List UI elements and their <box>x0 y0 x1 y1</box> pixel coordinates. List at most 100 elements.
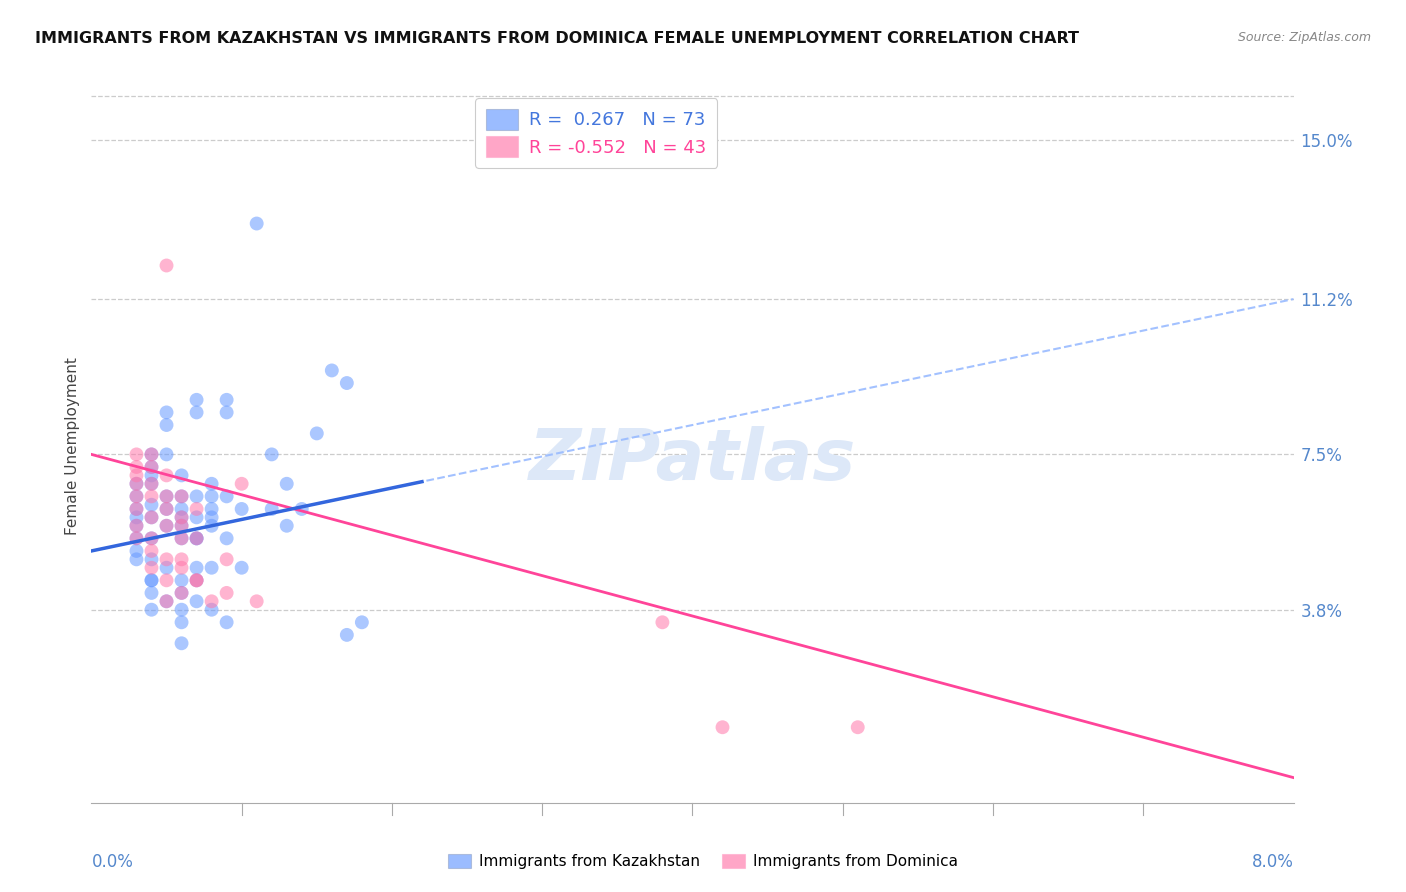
Legend: R =  0.267   N = 73, R = -0.552   N = 43: R = 0.267 N = 73, R = -0.552 N = 43 <box>475 98 717 168</box>
Point <box>186 392 208 407</box>
Point <box>276 476 298 491</box>
Point <box>141 510 163 524</box>
Point <box>125 502 148 516</box>
Point <box>846 720 869 734</box>
Text: ZIPatlas: ZIPatlas <box>529 425 856 495</box>
Point <box>141 489 163 503</box>
Point <box>215 392 238 407</box>
Point <box>215 489 238 503</box>
Point <box>186 405 208 419</box>
Point <box>170 603 193 617</box>
Text: IMMIGRANTS FROM KAZAKHSTAN VS IMMIGRANTS FROM DOMINICA FEMALE UNEMPLOYMENT CORRE: IMMIGRANTS FROM KAZAKHSTAN VS IMMIGRANTS… <box>35 31 1080 46</box>
Point <box>141 498 163 512</box>
Point <box>170 518 193 533</box>
Point <box>170 532 193 546</box>
Point <box>155 518 177 533</box>
Point <box>246 594 269 608</box>
Point <box>201 502 224 516</box>
Point <box>141 447 163 461</box>
Text: 0.0%: 0.0% <box>91 853 134 871</box>
Point <box>170 552 193 566</box>
Point <box>125 460 148 475</box>
Point <box>155 489 177 503</box>
Point <box>141 586 163 600</box>
Point <box>215 532 238 546</box>
Point <box>231 476 253 491</box>
Point <box>141 544 163 558</box>
Point <box>170 518 193 533</box>
Point <box>141 447 163 461</box>
Point <box>651 615 673 630</box>
Text: Source: ZipAtlas.com: Source: ZipAtlas.com <box>1237 31 1371 45</box>
Point <box>260 502 283 516</box>
Point <box>336 376 359 390</box>
Point <box>141 460 163 475</box>
Point <box>155 552 177 566</box>
Point <box>170 468 193 483</box>
Point <box>125 532 148 546</box>
Y-axis label: Female Unemployment: Female Unemployment <box>65 357 80 535</box>
Point <box>141 552 163 566</box>
Point <box>231 502 253 516</box>
Point <box>141 460 163 475</box>
Point <box>201 489 224 503</box>
Point <box>201 510 224 524</box>
Point <box>141 476 163 491</box>
Point <box>186 560 208 574</box>
Point <box>201 560 224 574</box>
Point <box>350 615 373 630</box>
Point <box>125 502 148 516</box>
Point <box>155 489 177 503</box>
Point <box>170 586 193 600</box>
Point <box>231 560 253 574</box>
Point <box>215 552 238 566</box>
Point <box>125 544 148 558</box>
Point <box>155 594 177 608</box>
Point <box>246 217 269 231</box>
Point <box>141 510 163 524</box>
Point <box>155 502 177 516</box>
Point <box>141 574 163 588</box>
Point <box>215 586 238 600</box>
Point <box>186 502 208 516</box>
Point <box>125 489 148 503</box>
Point <box>125 447 148 461</box>
Point <box>170 510 193 524</box>
Point <box>155 468 177 483</box>
Point <box>141 532 163 546</box>
Point <box>170 636 193 650</box>
Point <box>125 518 148 533</box>
Text: 8.0%: 8.0% <box>1251 853 1294 871</box>
Point <box>155 574 177 588</box>
Point <box>170 560 193 574</box>
Point <box>276 518 298 533</box>
Point <box>155 259 177 273</box>
Point <box>186 532 208 546</box>
Point <box>155 502 177 516</box>
Point <box>170 586 193 600</box>
Point <box>186 510 208 524</box>
Point <box>170 510 193 524</box>
Point <box>125 468 148 483</box>
Point <box>321 363 343 377</box>
Point <box>141 468 163 483</box>
Point <box>155 518 177 533</box>
Legend: Immigrants from Kazakhstan, Immigrants from Dominica: Immigrants from Kazakhstan, Immigrants f… <box>441 848 965 875</box>
Point <box>170 489 193 503</box>
Point <box>215 405 238 419</box>
Point <box>336 628 359 642</box>
Point <box>155 447 177 461</box>
Point <box>155 560 177 574</box>
Point <box>141 532 163 546</box>
Point <box>201 518 224 533</box>
Point <box>186 574 208 588</box>
Point <box>201 594 224 608</box>
Point <box>186 574 208 588</box>
Point <box>201 476 224 491</box>
Point <box>125 552 148 566</box>
Point <box>186 594 208 608</box>
Point <box>155 417 177 432</box>
Point <box>186 532 208 546</box>
Point <box>711 720 734 734</box>
Point <box>170 489 193 503</box>
